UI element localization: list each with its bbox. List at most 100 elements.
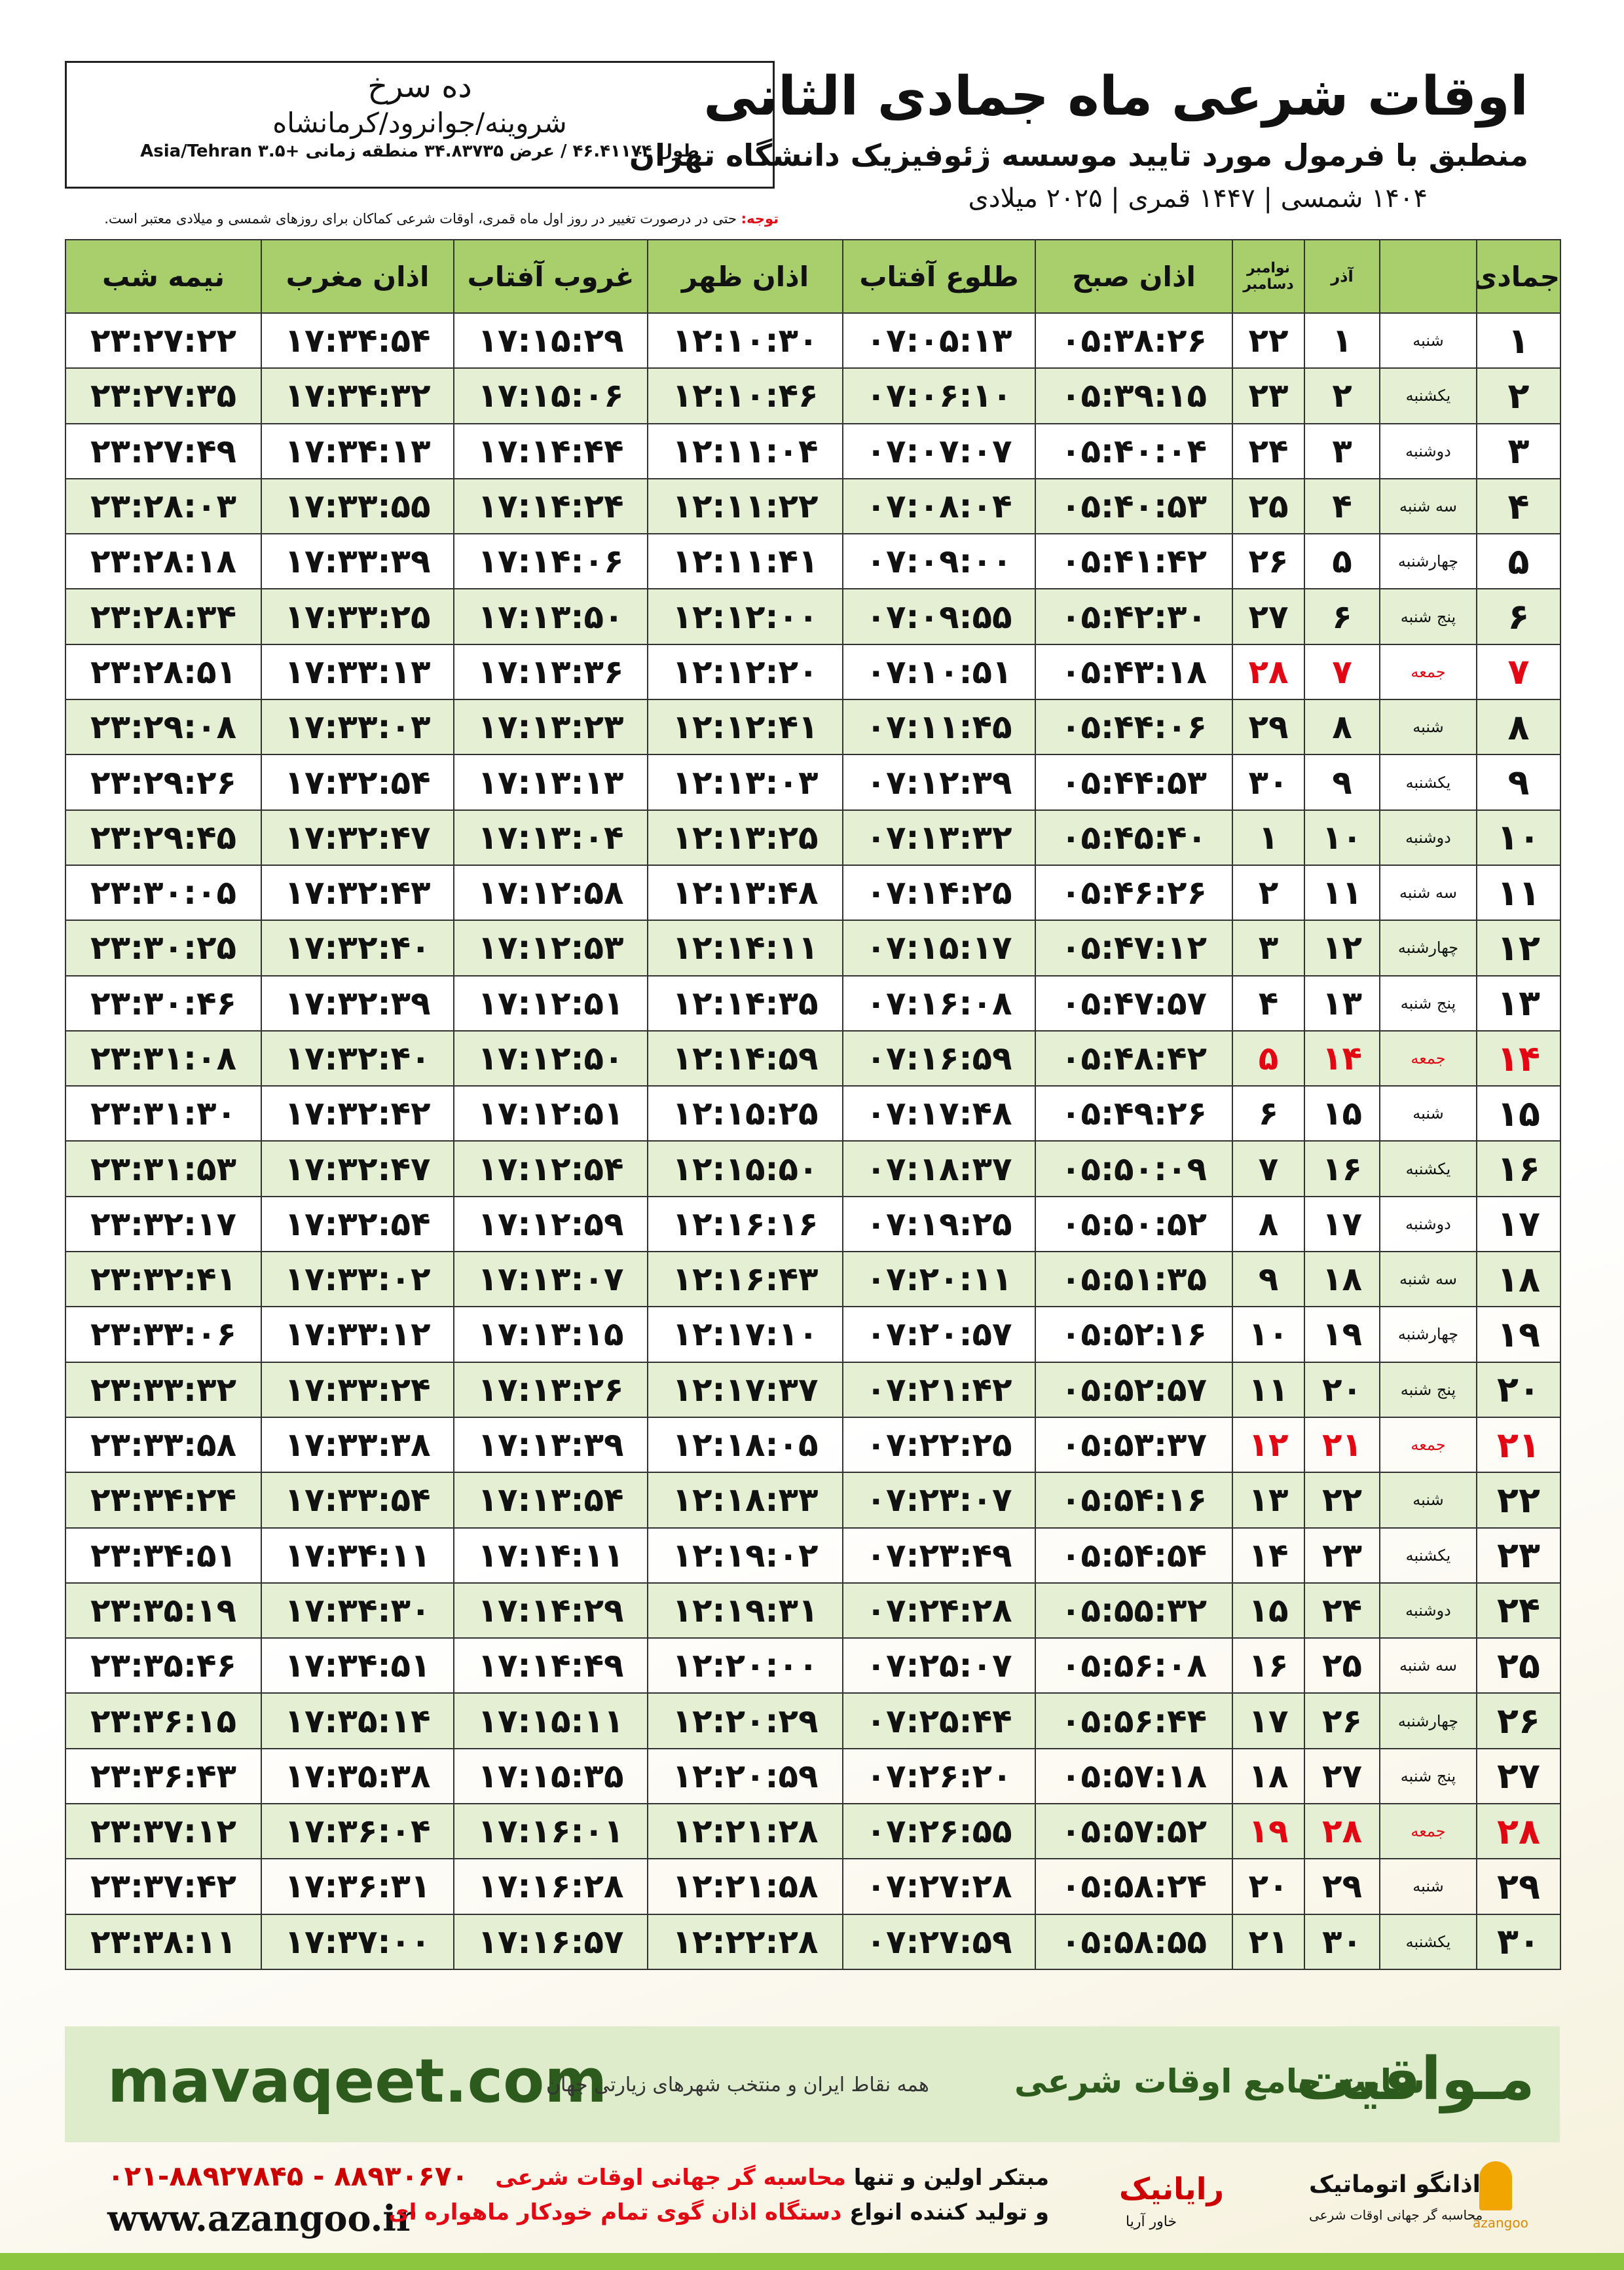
cell: ۱ — [1232, 809, 1305, 866]
cell: یکشنبه — [1379, 367, 1477, 424]
cell: ۱۷:۱۵:۰۶ — [453, 367, 648, 424]
cell: ۱۷:۳۵:۳۸ — [261, 1747, 454, 1805]
cell: ۱۷:۳۳:۲۵ — [261, 588, 454, 645]
cell: ۲۶ — [1476, 1692, 1561, 1749]
row: ۱۶ یکشنبه ۱۶ ۷ ۰۵:۵۰:۰۹ ۰۷:۱۸:۳۷ ۱۲:۱۵:۵۰ ۱۷:۱۲… — [65, 1140, 1561, 1197]
bottom-bar — [0, 2253, 1624, 2270]
cell: ۱۷:۱۳:۱۵ — [453, 1306, 648, 1363]
cell: ۱۷:۱۲:۵۱ — [453, 1085, 648, 1142]
cell: ۰۵:۵۳:۳۷ — [1035, 1416, 1233, 1474]
cell: ۱۲:۱۸:۰۵ — [647, 1416, 843, 1474]
row: ۱۵ شنبه ۱۵ ۶ ۰۵:۴۹:۲۶ ۰۷:۱۷:۴۸ ۱۲:۱۵:۲۵ ۱۷:۱۲:۵… — [65, 1085, 1561, 1142]
cell: ۵ — [1232, 1030, 1305, 1087]
cell: سه شنبه — [1379, 1637, 1477, 1694]
cell: شنبه — [1379, 1858, 1477, 1915]
row: ۳ دوشنبه ۳ ۲۴ ۰۵:۴۰:۰۴ ۰۷:۰۷:۰۷ ۱۲:۱۱:۰۴ ۱۷:۱۴:… — [65, 422, 1561, 479]
cell: ۱۲:۱۵:۵۰ — [647, 1140, 843, 1197]
cell: ۱۷:۳۴:۳۰ — [261, 1582, 454, 1639]
cell: ۰۷:۲۷:۲۸ — [842, 1858, 1036, 1915]
cell: ۰۷:۱۹:۲۵ — [842, 1195, 1036, 1253]
cell: ۱۷:۳۲:۴۰ — [261, 1030, 454, 1087]
cell: ۱۵ — [1232, 1582, 1305, 1639]
cell: ۲۳:۳۷:۴۲ — [65, 1858, 262, 1915]
cell: ۲۲ — [1476, 1472, 1561, 1529]
row: ۲۲ شنبه ۲۲ ۱۳ ۰۵:۵۴:۱۶ ۰۷:۲۳:۰۷ ۱۲:۱۸:۳۳ ۱۷:۱۳:… — [65, 1472, 1561, 1529]
row: ۱۹ چهارشنبه ۱۹ ۱۰ ۰۵:۵۲:۱۶ ۰۷:۲۰:۵۷ ۱۲:۱۷:۱۰ ۱۷… — [65, 1306, 1561, 1363]
cell: ۰۷:۱۶:۵۹ — [842, 1030, 1036, 1087]
cell: ۰۷:۰۶:۱۰ — [842, 367, 1036, 424]
cell: ۲۵ — [1476, 1637, 1561, 1694]
cell: شنبه — [1379, 699, 1477, 756]
footer-line1: مبتکر اولین و تنها محاسبه گر جهانی اوقات… — [495, 2165, 1049, 2191]
cell: ۰۵:۴۴:۰۶ — [1035, 699, 1233, 756]
cell: ۱۷:۳۴:۱۳ — [261, 422, 454, 479]
row: ۱۷ دوشنبه ۱۷ ۸ ۰۵:۵۰:۵۲ ۰۷:۱۹:۲۵ ۱۲:۱۶:۱۶ ۱۷:۱۲… — [65, 1195, 1561, 1253]
cell: ۱۷ — [1304, 1195, 1380, 1253]
cell: ۰۵:۵۱:۳۵ — [1035, 1251, 1233, 1308]
row: ۲۶ چهارشنبه ۲۶ ۱۷ ۰۵:۵۶:۴۴ ۰۷:۲۵:۴۴ ۱۲:۲۰:۲۹ ۱۷… — [65, 1692, 1561, 1749]
row: ۹ یکشنبه ۹ ۳۰ ۰۵:۴۴:۵۳ ۰۷:۱۲:۳۹ ۱۲:۱۳:۰۳ ۱۷:۱۳:… — [65, 754, 1561, 811]
cell: ۲۳:۲۹:۲۶ — [65, 754, 262, 811]
row: ۲۳ یکشنبه ۲۳ ۱۴ ۰۵:۵۴:۵۴ ۰۷:۲۳:۴۹ ۱۲:۱۹:۰۲ ۱۷:۱… — [65, 1527, 1561, 1584]
cell: ۰۷:۲۰:۱۱ — [842, 1251, 1036, 1308]
cell: ۱۸ — [1232, 1747, 1305, 1805]
cell: ۱۳ — [1304, 975, 1380, 1032]
cell: ۴ — [1476, 477, 1561, 535]
cell: ۱۷:۳۴:۵۴ — [261, 312, 454, 369]
cell: ۲۳:۳۳:۰۶ — [65, 1306, 262, 1363]
cell: ۱۷:۳۳:۱۲ — [261, 1306, 454, 1363]
row: ۱ شنبه ۱ ۲۲ ۰۵:۳۸:۲۶ ۰۷:۰۵:۱۳ ۱۲:۱۰:۳۰ ۱۷:۱۵:۲۹… — [65, 312, 1561, 369]
cell: ۱۲:۱۲:۰۰ — [647, 588, 843, 645]
cell: یکشنبه — [1379, 1140, 1477, 1197]
cell: ۱ — [1476, 312, 1561, 369]
cell: ۱۲:۱۴:۵۹ — [647, 1030, 843, 1087]
cell: ۱۷:۳۳:۳۸ — [261, 1416, 454, 1474]
note-label: توجه: — [741, 211, 779, 227]
cell: ۶ — [1304, 588, 1380, 645]
cell: ۰۷:۲۴:۲۸ — [842, 1582, 1036, 1639]
cell: ۰۵:۴۹:۲۶ — [1035, 1085, 1233, 1142]
cell: ۱۷:۱۵:۱۱ — [453, 1692, 648, 1749]
cell: ۱۷:۳۴:۳۲ — [261, 367, 454, 424]
cell: ۲۳:۲۸:۰۳ — [65, 477, 262, 535]
cell: ۱۲:۲۰:۰۰ — [647, 1637, 843, 1694]
cell: ۳۰ — [1304, 1913, 1380, 1970]
cell: ۲۳:۳۱:۳۰ — [65, 1085, 262, 1142]
cell: ۲۳ — [1232, 367, 1305, 424]
cell: ۲۳:۳۳:۳۲ — [65, 1361, 262, 1418]
cell: ۱۷:۱۴:۲۹ — [453, 1582, 648, 1639]
cell: دوشنبه — [1379, 422, 1477, 479]
cell: ۱۷:۳۳:۰۳ — [261, 699, 454, 756]
footer-text: مبتکر اولین و تنها — [853, 2165, 1049, 2191]
column-header: آذر — [1304, 239, 1380, 314]
cell: ۲۷ — [1476, 1747, 1561, 1805]
cell: ۱۲:۱۲:۴۱ — [647, 699, 843, 756]
cell: ۲۱ — [1304, 1416, 1380, 1474]
cell: ۲۳:۳۶:۱۵ — [65, 1692, 262, 1749]
footer-red: دستگاه اذان گوی تمام خودکار ماهواره ای — [388, 2199, 842, 2225]
cell: ۳۰ — [1232, 754, 1305, 811]
cell: ۰۵:۵۸:۲۴ — [1035, 1858, 1233, 1915]
cell: ۱۹ — [1476, 1306, 1561, 1363]
greg-header: دسامبر — [1243, 276, 1294, 293]
timetable: جمادی الثانیآذرنوامبردسامبراذان صبحطلوع … — [65, 239, 1561, 1970]
cell: ۲۲ — [1304, 1472, 1380, 1529]
cell: ۱۷:۱۵:۳۵ — [453, 1747, 648, 1805]
cell: ۳۰ — [1476, 1913, 1561, 1970]
footer: ۰۲۱-۸۸۹۲۷۸۴۵ - ۸۸۹۳۰۶۷۰ www.azangoo.ir م… — [65, 2155, 1560, 2240]
footer-text: و تولید کننده انواع — [849, 2199, 1049, 2225]
cell: سه شنبه — [1379, 477, 1477, 535]
cell: ۲۰ — [1304, 1361, 1380, 1418]
cell: ۰۷:۱۰:۵۱ — [842, 643, 1036, 701]
cell: ۱۷:۳۵:۱۴ — [261, 1692, 454, 1749]
row: ۲۸ جمعه ۲۸ ۱۹ ۰۵:۵۷:۵۲ ۰۷:۲۶:۵۵ ۱۲:۲۱:۲۸ ۱۷:۱۶:… — [65, 1803, 1561, 1860]
cell: ۱۷:۳۲:۴۲ — [261, 1085, 454, 1142]
cell: ۰۷:۰۷:۰۷ — [842, 422, 1036, 479]
web: www.azangoo.ir — [107, 2197, 415, 2239]
cell: ۲۴ — [1304, 1582, 1380, 1639]
tagline: همه نقاط ایران و منتخب شهرهای زیارتی جها… — [546, 2074, 929, 2096]
cell: ۱۰ — [1304, 809, 1380, 866]
cell: جمعه — [1379, 1803, 1477, 1860]
cell: ۲۶ — [1232, 533, 1305, 590]
cell: ۱۹ — [1232, 1803, 1305, 1860]
